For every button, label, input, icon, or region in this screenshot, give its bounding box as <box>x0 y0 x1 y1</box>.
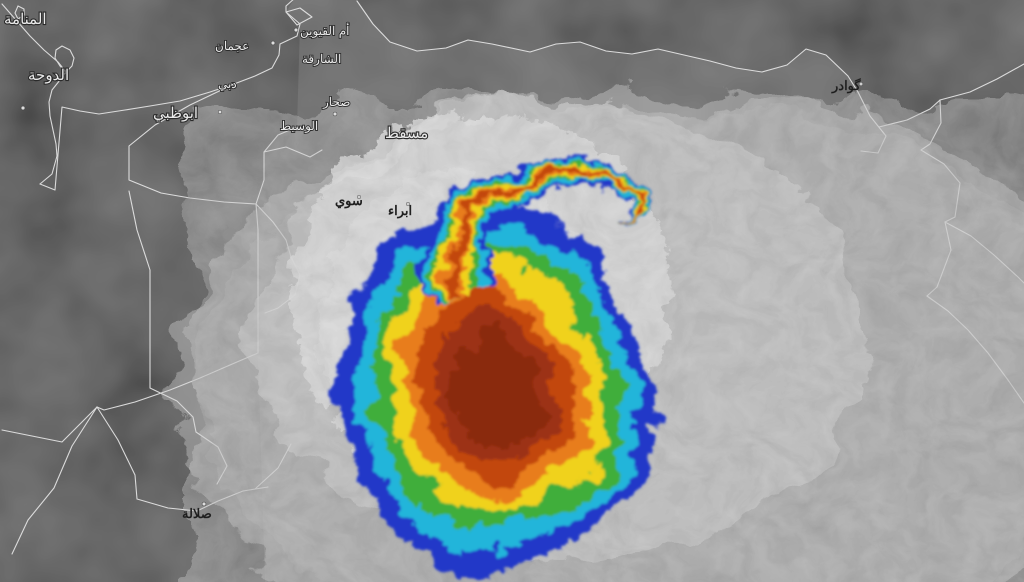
svg-text:گوادر: گوادر <box>831 78 861 94</box>
svg-text:صحار: صحار <box>322 95 350 109</box>
svg-text:سوي: سوي <box>335 193 363 209</box>
svg-text:دبي: دبي <box>218 77 237 91</box>
svg-text:عجمان: عجمان <box>215 39 249 53</box>
svg-text:المنامة: المنامة <box>4 11 47 28</box>
svg-text:صلالة: صلالة <box>182 506 212 521</box>
svg-text:ابراء: ابراء <box>388 203 412 219</box>
svg-text:الوسيط: الوسيط <box>280 119 318 133</box>
svg-text:ابوظبي: ابوظبي <box>153 105 198 122</box>
svg-text:مسقط: مسقط <box>385 125 428 142</box>
svg-text:الشارقة: الشارقة <box>302 52 341 66</box>
svg-text:أم القيوين: أم القيوين <box>300 23 349 38</box>
svg-text:الدوحة: الدوحة <box>28 67 69 84</box>
